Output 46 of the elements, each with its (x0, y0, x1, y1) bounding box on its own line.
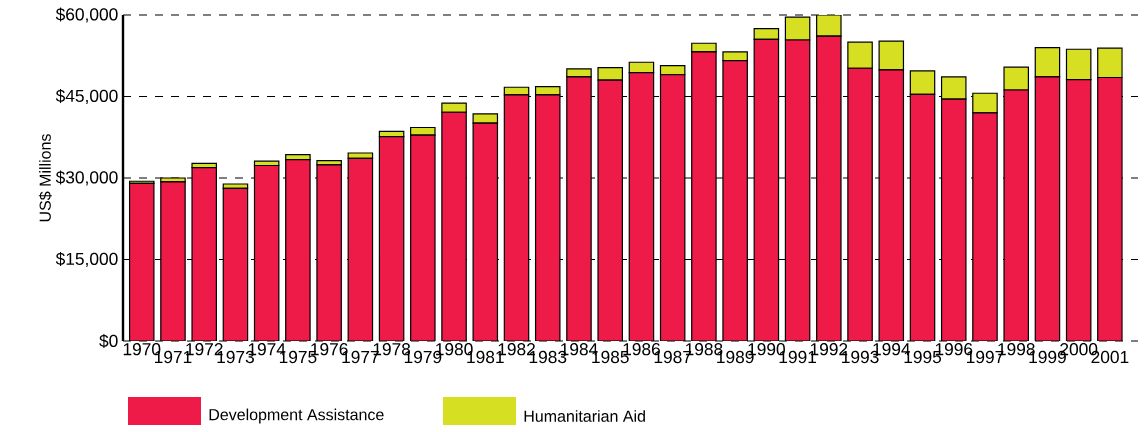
bar (379, 136, 404, 341)
y-tick-label: $30,000 (55, 170, 118, 186)
bar (1097, 47, 1123, 79)
bar (785, 40, 810, 341)
bar (1097, 76, 1123, 341)
bar (1035, 76, 1060, 341)
bar (535, 94, 560, 341)
bar (192, 167, 217, 341)
bar (847, 41, 873, 69)
bar (129, 183, 154, 341)
bar (410, 135, 435, 341)
legend-label: Humanitarian Aid (524, 410, 645, 422)
y-tick-label: $0 (99, 333, 118, 349)
bar (816, 36, 841, 341)
bar (941, 99, 966, 341)
bar (1065, 48, 1092, 81)
bar (691, 51, 717, 341)
y-tick-label: $15,000 (55, 251, 118, 268)
bar (223, 188, 248, 341)
bar (1034, 47, 1061, 78)
bar (348, 158, 373, 341)
y-tick-label: $45,000 (55, 88, 118, 105)
bar (254, 165, 279, 341)
bar (879, 69, 904, 341)
bar (598, 80, 623, 341)
y-tick-label: $60,000 (55, 7, 118, 23)
bar (566, 76, 592, 341)
bar (847, 68, 873, 341)
legend-label: Development Assistance (209, 408, 384, 424)
bar (1004, 89, 1029, 341)
bar (754, 39, 779, 341)
bar (910, 94, 935, 341)
bar (504, 94, 529, 341)
y-axis-title: US$ Millions (38, 134, 52, 222)
bar (597, 67, 623, 81)
bar (629, 72, 654, 341)
bar (660, 74, 685, 341)
bar (441, 112, 467, 341)
bar (722, 60, 748, 341)
bar (160, 181, 186, 341)
bar (1066, 79, 1091, 341)
bar (972, 112, 998, 341)
bar (972, 92, 998, 114)
bar (473, 123, 498, 341)
bar (316, 164, 342, 341)
bar (285, 159, 311, 341)
